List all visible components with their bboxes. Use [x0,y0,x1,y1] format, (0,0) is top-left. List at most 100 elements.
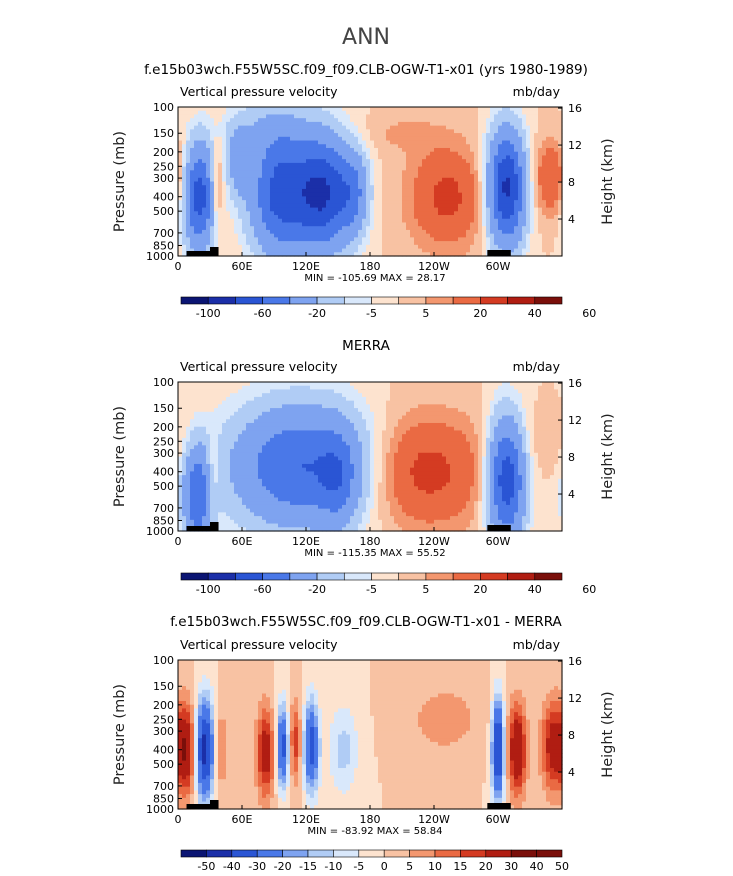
heatmap-cell [542,189,547,193]
heatmap-cell [382,237,387,241]
heatmap-cell [254,211,259,215]
heatmap-cell [202,386,207,390]
heatmap-cell [370,219,375,223]
heatmap-cell [546,114,551,118]
heatmap-cell [190,453,195,457]
heatmap-cell [226,483,231,487]
heatmap-cell [474,126,479,130]
heatmap-cell [190,226,195,230]
heatmap-cell [250,520,255,524]
heatmap-cell [486,129,491,133]
heatmap-cell [462,189,467,193]
heatmap-cell [198,241,203,245]
heatmap-cell [282,114,287,118]
heatmap-cell [302,174,307,178]
heatmap-cell [354,222,359,226]
heatmap-cell [534,189,539,193]
heatmap-cell [458,122,463,126]
heatmap-cell [186,122,191,126]
heatmap-cell [186,479,191,483]
heatmap-cell [198,520,203,524]
heatmap-cell [514,144,519,148]
heatmap-cell [194,404,199,408]
heatmap-cell [358,230,363,234]
heatmap-cell [186,442,191,446]
heatmap-cell [262,249,267,253]
heatmap-cell [342,193,347,197]
heatmap-cell [514,219,519,223]
heatmap-cell [366,137,371,141]
heatmap-cell [210,397,215,401]
heatmap-cell [390,155,395,159]
heatmap-cell [474,167,479,171]
heatmap-cell [194,442,199,446]
heatmap-cell [270,200,275,204]
heatmap-cell [250,423,255,427]
heatmap-cell [514,182,519,186]
heatmap-cell [414,144,419,148]
heatmap-cell [502,111,507,115]
heatmap-cell [186,196,191,200]
heatmap-cell [482,170,487,174]
heatmap-cell [262,483,267,487]
heatmap-cell [342,170,347,174]
heatmap-cell [278,133,283,137]
heatmap-cell [538,141,543,145]
heatmap-cell [470,137,475,141]
heatmap-cell [354,196,359,200]
heatmap-cell [330,241,335,245]
heatmap-cell [450,152,455,156]
heatmap-cell [422,234,427,238]
heatmap-cell [366,126,371,130]
heatmap-cell [490,211,495,215]
heatmap-cell [374,234,379,238]
heatmap-cell [486,148,491,152]
heatmap-cell [222,219,227,223]
heatmap-cell [290,249,295,253]
heatmap-cell [534,118,539,122]
heatmap-cell [238,137,243,141]
heatmap-cell [554,200,559,204]
heatmap-cell [490,163,495,167]
heatmap-cell [346,204,351,208]
heatmap-cell [398,182,403,186]
heatmap-cell [458,185,463,189]
heatmap-cell [538,129,543,133]
heatmap-cell [234,475,239,479]
heatmap-cell [182,200,187,204]
heatmap-cell [474,111,479,115]
heatmap-cell [294,219,299,223]
heatmap-cell [506,174,511,178]
heatmap-cell [274,148,279,152]
y-tick-label: 500 [153,205,174,218]
heatmap-cell [354,230,359,234]
heatmap-cell [254,453,259,457]
heatmap-cell [510,129,515,133]
heatmap-cell [254,234,259,238]
heatmap-cell [262,189,267,193]
heatmap-cell [190,208,195,212]
heatmap-cell [278,509,283,513]
heatmap-cell [282,215,287,219]
heatmap-cell [406,111,411,115]
heatmap-cell [530,185,535,189]
y-tick-label: 700 [153,227,174,240]
heatmap-cell [450,219,455,223]
heatmap-cell [530,174,535,178]
heatmap-cell [434,208,439,212]
heatmap-cell [270,483,275,487]
heatmap-cell [214,490,219,494]
heatmap-cell [418,234,423,238]
heatmap-cell [258,382,263,386]
heatmap-cell [386,170,391,174]
heatmap-cell [254,148,259,152]
heatmap-cell [202,416,207,420]
heatmap-cell [274,382,279,386]
heatmap-cell [238,412,243,416]
heatmap-cell [254,141,259,145]
heatmap-cell [234,438,239,442]
heatmap-cell [190,442,195,446]
heatmap-cell [206,453,211,457]
heatmap-cell [406,122,411,126]
terrain-mask [487,250,510,256]
